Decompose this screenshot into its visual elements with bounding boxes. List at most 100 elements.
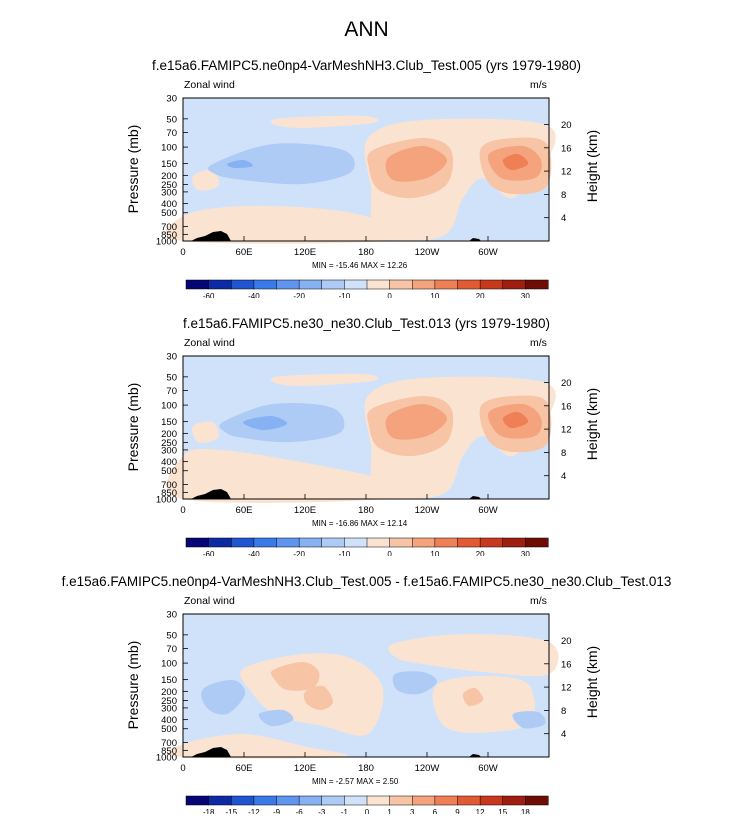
colorbar-tick-label: -18 [203, 808, 215, 814]
y-tick-label: 100 [161, 401, 177, 412]
colorbar-tick-label: 30 [521, 550, 530, 556]
y-tick-label: 500 [161, 724, 177, 735]
colorbar-tick-label: 3 [410, 808, 415, 814]
panel-2-minmax: MIN = -16.86 MAX = 12.14 [312, 519, 408, 528]
y-tick-label: 850 [161, 488, 177, 499]
colorbar-tick-label: 20 [476, 292, 485, 298]
panel-1-units-label: m/s [530, 79, 547, 91]
x-tick-label: 180 [358, 763, 374, 774]
colorbar-swatch [366, 537, 391, 548]
colorbar-tick-label: -60 [203, 550, 215, 556]
colorbar-tick-label: 6 [433, 808, 438, 814]
panel-1-contour-region [502, 153, 529, 171]
colorbar-swatch [298, 795, 323, 806]
panel-2-topography [469, 496, 481, 499]
colorbar-swatch [321, 795, 345, 806]
panel-1-colorbar: -60 -40 -20 -10 0 10 20 30 [185, 279, 549, 298]
x-tick-label: 0 [180, 505, 185, 516]
colorbar-tick-label: -1 [341, 808, 349, 814]
panel-3-contour-region [462, 687, 484, 707]
y-tick-label: 400 [161, 199, 177, 210]
y-tick-label: 700 [161, 222, 177, 233]
colorbar-swatch [502, 537, 526, 548]
colorbar-swatch [389, 795, 413, 806]
colorbar-swatch [434, 795, 459, 806]
y-tick-label: 200 [161, 171, 177, 182]
colorbar-swatch [208, 279, 232, 290]
colorbar-swatch [434, 537, 459, 548]
colorbar-tick-label: -40 [248, 292, 260, 298]
x-tick-label: 120E [294, 247, 316, 258]
y-tick-label: 30 [166, 610, 177, 621]
x-tick-label: 120W [415, 763, 440, 774]
y-tick-label: 300 [161, 445, 177, 456]
panel-3-minmax: MIN = -2.57 MAX = 2.50 [312, 777, 399, 786]
y-right-tick-label: 4 [561, 729, 566, 740]
colorbar-swatch [253, 795, 278, 806]
colorbar-tick-label: -3 [318, 808, 326, 814]
colorbar-swatch [253, 537, 278, 548]
panel-3-contour-region [432, 676, 535, 733]
y-tick-label: 250 [161, 696, 177, 707]
colorbar-swatch [344, 537, 368, 548]
y-tick-label: 50 [166, 630, 177, 641]
colorbar-swatch [525, 279, 549, 290]
x-tick-label: 120W [415, 247, 440, 258]
panel-2-contour-region [166, 448, 400, 503]
y-tick-label: 500 [161, 466, 177, 477]
panel-1-contour-region [385, 145, 448, 182]
colorbar-tick-label: 0 [387, 550, 392, 556]
colorbar-tick-label: 0 [365, 808, 370, 814]
panel-2-units-label: m/s [530, 337, 547, 349]
colorbar-swatch [502, 279, 526, 290]
colorbar-tick-label: -15 [225, 808, 237, 814]
panel-3-contour-region [388, 633, 559, 677]
y-tick-label: 50 [166, 114, 177, 125]
colorbar-swatch [502, 795, 526, 806]
panel-2-topography [191, 489, 231, 499]
y-right-tick-label: 8 [561, 706, 566, 717]
panel-1-contour-region [192, 169, 219, 191]
colorbar-swatch [366, 279, 391, 290]
panel-1-chart: 3050701001502002503004005007008501000201… [156, 94, 572, 299]
y-right-tick-label: 12 [561, 425, 572, 436]
x-tick-label: 120E [294, 505, 316, 516]
colorbar-tick-label: -10 [339, 292, 351, 298]
y-right-tick-label: 16 [561, 659, 572, 670]
y-tick-label: 30 [166, 352, 177, 363]
panel-1-topography [191, 231, 231, 241]
x-tick-label: 60W [478, 247, 498, 258]
y-right-tick-label: 20 [561, 120, 572, 131]
panel-2-contour-region [242, 415, 288, 431]
colorbar-swatch [208, 537, 232, 548]
panel-3-contour-region [303, 685, 334, 711]
panel-3-contour-region [392, 671, 438, 695]
y-tick-label: 1000 [156, 753, 177, 764]
x-tick-label: 120W [415, 505, 440, 516]
colorbar-tick-label: 12 [476, 808, 485, 814]
colorbar-tick-label: 1 [387, 808, 392, 814]
y-tick-label: 700 [161, 738, 177, 749]
colorbar-swatch [344, 795, 368, 806]
colorbar-swatch [231, 537, 255, 548]
y-right-tick-label: 8 [561, 190, 566, 201]
y-right-tick-label: 12 [561, 167, 572, 178]
figure-title: ANN [344, 18, 389, 41]
x-tick-label: 60W [478, 763, 498, 774]
panel-2-contour-region [192, 421, 219, 443]
x-tick-label: 60E [236, 505, 253, 516]
y-tick-label: 400 [161, 457, 177, 468]
panel-1-variable-label: Zonal wind [184, 79, 235, 91]
colorbar-swatch [525, 795, 549, 806]
colorbar-swatch [457, 795, 481, 806]
x-tick-label: 0 [180, 763, 185, 774]
x-tick-label: 180 [358, 505, 374, 516]
colorbar-swatch [366, 795, 391, 806]
panel-1-topography [469, 238, 481, 241]
y-right-tick-label: 4 [561, 471, 566, 482]
panel-2-title: f.e15a6.FAMIPC5.ne30_ne30.Club_Test.013 … [183, 316, 550, 331]
colorbar-swatch [344, 279, 368, 290]
panel-1-minmax: MIN = -15.46 MAX = 12.26 [312, 261, 408, 270]
